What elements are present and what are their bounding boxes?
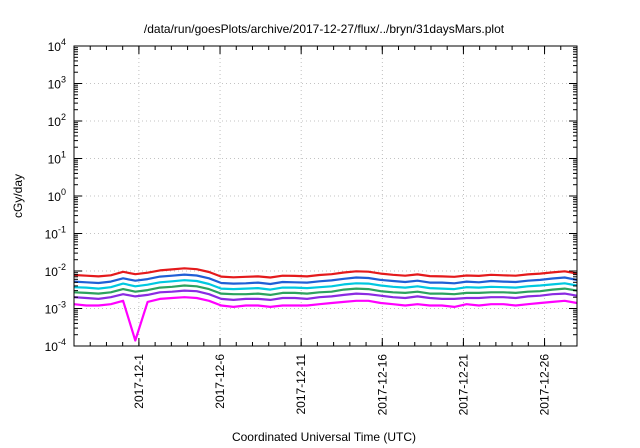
- series-line-3: [73, 279, 578, 291]
- y-tick-label: 102: [48, 112, 66, 129]
- x-tick-label: 2017-12-11: [294, 354, 308, 415]
- y-tick-label: 10-3: [45, 300, 66, 317]
- series-line-5: [73, 289, 578, 301]
- x-tick-label: 2017-12-26: [538, 354, 552, 416]
- series-line-6: [73, 296, 578, 342]
- x-tick-label: 2017-12-21: [456, 354, 470, 416]
- y-tick-label: 10-4: [45, 337, 66, 354]
- y-tick-label: 10-1: [45, 225, 66, 242]
- x-tick-label: 2017-12-16: [375, 354, 389, 416]
- series-group: [73, 267, 578, 342]
- y-tick-label: 103: [48, 75, 66, 92]
- series-line-2: [73, 273, 578, 286]
- series-line-1: [73, 267, 578, 279]
- x-axis-label: Coordinated Universal Time (UTC): [232, 430, 416, 444]
- x-tick-label: 2017-12-6: [213, 354, 227, 409]
- y-tick-label: 104: [48, 37, 66, 54]
- y-tick-label: 100: [48, 187, 66, 204]
- y-axis: 10-4 10-3 10-2 10-1 100 101 102 103 104: [45, 37, 577, 354]
- y-tick-label: 10-2: [45, 262, 66, 279]
- x-tick-label: 2017-12-1: [132, 354, 146, 409]
- series-line-4: [73, 284, 578, 296]
- y-axis-label: cGy/day: [11, 174, 25, 218]
- chart-title: /data/run/goesPlots/archive/2017-12-27/f…: [144, 22, 505, 36]
- x-axis: 2017-12-1 2017-12-6 2017-12-11 2017-12-16 20…: [73, 46, 578, 416]
- y-tick-label: 101: [48, 150, 66, 167]
